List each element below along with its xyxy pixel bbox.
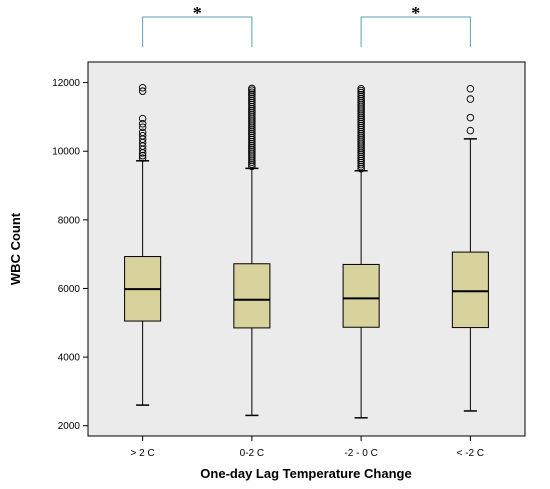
y-tick-label: 2000 xyxy=(58,421,81,432)
x-axis: > 2 C 0-2 C -2 - 0 C < -2 C xyxy=(131,436,485,459)
outlier-point xyxy=(138,123,147,131)
x-tick-label: 0-2 C xyxy=(240,448,264,459)
plot-area xyxy=(87,61,526,437)
box-group xyxy=(233,84,271,417)
y-axis: 2000 4000 6000 8000 10000 12000 xyxy=(52,78,88,432)
box-group xyxy=(342,85,380,419)
significance-label: * xyxy=(411,3,420,23)
outlier-point xyxy=(357,85,365,93)
outlier-point xyxy=(138,114,147,123)
outlier-point xyxy=(357,88,365,97)
outlier-point xyxy=(138,128,147,137)
x-axis-title: One-day Lag Temperature Change xyxy=(200,466,411,481)
outlier-point xyxy=(466,126,475,135)
outlier-point xyxy=(466,95,475,103)
significance-brackets: * * xyxy=(142,3,471,47)
outlier-point xyxy=(138,132,147,140)
box-group xyxy=(451,85,489,412)
outlier-point xyxy=(248,84,256,93)
outlier-point xyxy=(248,88,256,96)
box-iqr xyxy=(342,263,380,328)
y-tick-label: 4000 xyxy=(58,353,81,364)
outlier-point xyxy=(466,85,475,93)
y-tick-label: 6000 xyxy=(58,284,81,295)
significance-label: * xyxy=(193,3,202,23)
outlier-point xyxy=(357,90,365,99)
outlier-point xyxy=(138,87,147,95)
outlier-point xyxy=(138,120,147,128)
significance-bracket xyxy=(360,16,471,47)
x-tick-label: > 2 C xyxy=(131,448,155,459)
outlier-point xyxy=(466,113,475,122)
x-tick-label: < -2 C xyxy=(457,448,485,459)
outlier-point xyxy=(248,90,256,99)
y-tick-label: 8000 xyxy=(58,215,81,226)
outlier-point xyxy=(138,154,147,162)
y-tick-label: 10000 xyxy=(52,147,80,158)
box-group xyxy=(124,83,162,406)
y-tick-label: 12000 xyxy=(52,78,80,89)
box-iqr xyxy=(233,263,271,329)
boxes-layer xyxy=(124,83,489,419)
significance-bracket xyxy=(142,16,253,47)
y-axis-title: WBC Count xyxy=(8,212,23,285)
outlier-point xyxy=(138,83,147,92)
box-iqr xyxy=(451,251,489,329)
x-tick-label: -2 - 0 C xyxy=(344,448,377,459)
